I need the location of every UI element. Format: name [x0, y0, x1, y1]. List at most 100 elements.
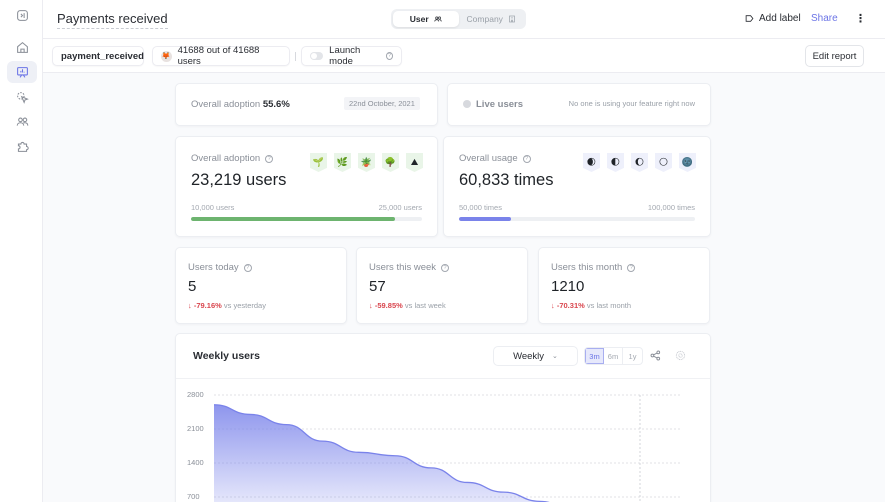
range-3m[interactable]: 3m — [585, 348, 604, 364]
stat-compare: vs yesterday — [223, 301, 266, 310]
top-bar: Payments received User Company Add label… — [43, 0, 885, 39]
weekly-users-chart[interactable]: 2800 2100 1400 700 — [176, 379, 712, 502]
tree-badge-icon: 🌳 — [382, 153, 399, 172]
usage-range-min: 50,000 times — [459, 203, 502, 212]
sidebar-item-users[interactable] — [7, 110, 37, 132]
chart-title: Weekly users — [193, 350, 260, 362]
divider — [295, 52, 296, 61]
help-icon[interactable]: ? — [243, 263, 252, 272]
puzzle-icon — [17, 141, 29, 152]
overall-adoption-card: Overall adoption ? 23,219 users 🌱 🌿 🪴 🌳 … — [175, 136, 438, 237]
overall-adoption-label: Overall adoption — [191, 153, 261, 164]
stat-change-pct: -70.31% — [556, 301, 585, 310]
collapse-sidebar-button[interactable] — [7, 4, 37, 26]
home-icon — [16, 41, 28, 53]
launch-mode-toggle[interactable] — [310, 52, 324, 60]
share-nodes-icon[interactable] — [650, 350, 661, 361]
waxing-crescent-badge-icon: 🌒 — [583, 153, 600, 172]
event-name-chip[interactable]: payment_received — [52, 46, 144, 66]
user-company-toggle: User Company — [391, 9, 526, 29]
more-options-icon[interactable]: ⋮ — [855, 13, 866, 25]
building-icon — [509, 15, 515, 23]
full-moon-badge-icon: 🌕 — [655, 153, 672, 172]
range-1y[interactable]: 1y — [628, 351, 637, 361]
arrow-down-icon: ↓ — [551, 301, 557, 310]
add-label-button[interactable]: Add label — [745, 13, 801, 24]
waxing-gibbous-badge-icon: 🌔 — [631, 153, 648, 172]
stat-compare: vs last month — [586, 301, 632, 310]
segment-avatar-icon: 🦊 — [161, 50, 172, 62]
range-6m[interactable]: 6m — [604, 348, 623, 364]
chart-header: Weekly users Weekly ⌄ 3m 6m 1y — [176, 334, 710, 379]
y-tick: 2100 — [187, 424, 204, 433]
adoption-progress-bar — [191, 217, 422, 221]
potted-plant-badge-icon: 🪴 — [358, 153, 375, 172]
adoption-date: 22nd October, 2021 — [344, 97, 420, 110]
overall-usage-label: Overall usage — [459, 153, 518, 164]
sidebar — [0, 0, 43, 502]
launch-mode-chip[interactable]: Launch mode ? — [301, 45, 402, 67]
presentation-chart-icon — [16, 66, 28, 78]
interval-dropdown[interactable]: Weekly ⌄ — [493, 346, 578, 366]
adoption-summary-label: Overall adoption — [191, 99, 261, 110]
gear-icon[interactable] — [675, 350, 686, 361]
interval-value: Weekly — [513, 350, 545, 362]
user-segment-chip[interactable]: 🦊 41688 out of 41688 users — [152, 45, 290, 67]
sidebar-item-home[interactable] — [7, 36, 37, 58]
edit-report-button[interactable]: Edit report — [805, 45, 864, 67]
add-label-text: Add label — [759, 13, 801, 24]
share-button[interactable]: Share — [811, 13, 838, 24]
help-icon[interactable]: ? — [441, 263, 450, 272]
usage-progress-bar — [459, 217, 695, 221]
adoption-summary-value: 55.6% — [262, 99, 290, 110]
y-tick: 2800 — [187, 390, 204, 399]
sidebar-item-integrations[interactable] — [7, 135, 37, 157]
users-count: 41688 out of 41688 users — [177, 45, 260, 67]
segment-user-label: User — [409, 14, 429, 24]
arrow-down-icon: ↓ — [369, 301, 375, 310]
help-icon[interactable]: ? — [265, 154, 274, 163]
live-users-label: Live users — [476, 99, 523, 110]
stat-change: ↓ -59.85% vs last week — [369, 301, 446, 310]
segment-company-label: Company — [466, 14, 503, 24]
cursor-click-icon — [16, 91, 29, 104]
stat-compare: vs last week — [404, 301, 446, 310]
report-title[interactable]: Payments received — [57, 11, 168, 29]
users-icon — [434, 16, 442, 22]
sidebar-item-interactions[interactable] — [7, 86, 37, 108]
range-selector: 3m 6m 1y — [584, 347, 643, 365]
segment-user[interactable]: User — [393, 11, 459, 27]
help-icon[interactable]: ? — [627, 263, 636, 272]
users-this-week-card: Users this week? 57 ↓ -59.85% vs last we… — [356, 247, 528, 324]
segment-company[interactable]: Company — [459, 11, 525, 27]
y-tick: 1400 — [187, 458, 204, 467]
help-icon[interactable]: ? — [385, 52, 393, 60]
adoption-summary: Overall adoption 55.6% — [191, 99, 290, 110]
users-this-month-card: Users this month? 1210 ↓ -70.31% vs last… — [538, 247, 710, 324]
stat-label: Users this week — [369, 262, 437, 273]
mountain-badge-icon: ⛰ — [406, 153, 423, 172]
overall-usage-card: Overall usage ? 60,833 times 🌒 🌓 🌔 🌕 🌚 5… — [443, 136, 711, 237]
help-icon[interactable]: ? — [522, 154, 531, 163]
herb-badge-icon: 🌿 — [334, 153, 351, 172]
adoption-range-min: 10,000 users — [191, 203, 235, 212]
usage-progress-fill — [459, 217, 511, 221]
sidebar-item-reports[interactable] — [7, 61, 37, 83]
stat-change: ↓ -70.31% vs last month — [551, 301, 631, 310]
collapse-icon — [16, 9, 28, 21]
stat-value: 5 — [188, 278, 197, 295]
usage-milestone-badges: 🌒 🌓 🌔 🌕 🌚 — [583, 153, 696, 172]
usage-range-max: 100,000 times — [647, 203, 695, 212]
tag-icon — [745, 15, 754, 22]
adoption-summary-card: Overall adoption 55.6% 22nd October, 202… — [175, 83, 438, 126]
chevron-down-icon: ⌄ — [552, 353, 558, 360]
y-tick: 700 — [187, 492, 200, 501]
stat-change-pct: -59.85% — [374, 301, 403, 310]
users-today-card: Users today? 5 ↓ -79.16% vs yesterday — [175, 247, 347, 324]
stat-value: 57 — [369, 278, 386, 295]
arrow-down-icon: ↓ — [188, 301, 194, 310]
new-moon-badge-icon: 🌚 — [679, 153, 696, 172]
stat-change-pct: -79.16% — [193, 301, 222, 310]
users-icon — [16, 117, 28, 126]
adoption-range-max: 25,000 users — [378, 203, 422, 212]
